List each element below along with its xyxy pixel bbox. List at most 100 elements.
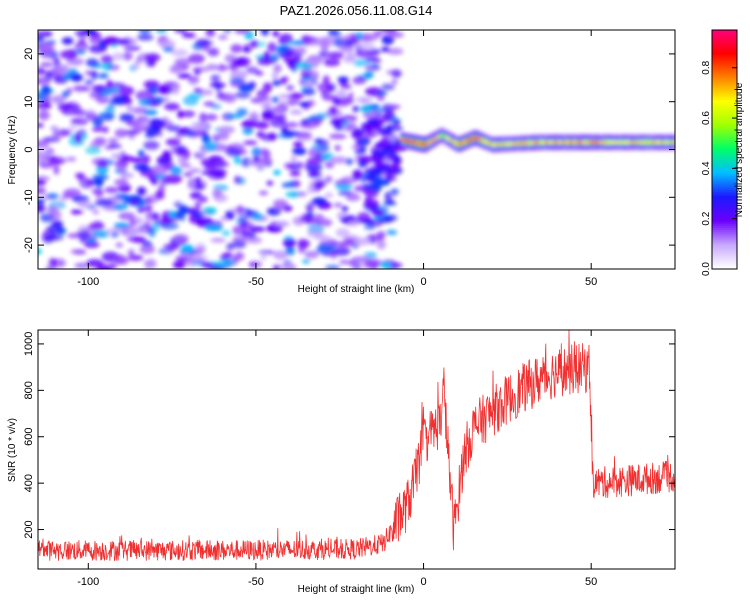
noise-blob [48,258,57,266]
noise-blob [108,143,122,149]
ridge-segment [563,140,567,145]
noise-blob [376,90,388,96]
noise-blob [327,51,344,60]
noise-blob [138,30,152,35]
noise-blob [365,189,379,199]
noise-blob [324,160,335,169]
noise-blob [311,143,329,152]
noise-blob [381,34,395,45]
ridge-segment [528,141,533,145]
ridge-segment [523,141,527,145]
noise-blob [290,154,297,164]
noise-blob [253,155,260,163]
colorbar-step [712,79,737,83]
noise-blob [289,171,301,177]
noise-blob [70,249,87,255]
noise-blob [163,174,181,180]
ridge-segment [440,133,444,137]
y-tick-label: 600 [23,428,35,446]
noise-blob [91,187,104,195]
noise-blob [308,167,319,178]
colorbar-step [712,215,737,218]
colorbar-step [712,133,737,137]
ridge-segment [590,140,594,145]
noise-blob [38,180,46,186]
noise-blob [42,137,61,142]
spectrogram-y-ticks: -20 -10 0 10 20 [23,48,675,253]
ridge-segment [574,140,578,145]
colorbar-step [712,241,737,244]
noise-blob [128,218,137,228]
noise-blob [108,82,126,88]
noise-blob [334,125,344,131]
noise-blob [263,51,270,61]
noise-blob [136,186,147,196]
ridge-segment [515,141,519,146]
noise-blob [384,173,394,179]
noise-blob [364,71,374,79]
colorbar-step [712,191,737,194]
noise-blob [63,188,82,198]
noise-blob [363,224,376,231]
noise-blob [93,137,107,146]
noise-blob [333,202,343,208]
ridge-segment [665,140,669,145]
ridge-segment [480,138,484,143]
noise-blob [278,94,291,99]
noise-blob [381,46,390,53]
noise-blob [139,163,150,173]
ridge-segment [432,138,436,142]
noise-blob [334,144,342,152]
noise-blob [145,125,162,135]
noise-blob [114,128,128,138]
colorbar-step [712,45,737,49]
colorbar-step [712,155,737,159]
noise-blob [279,46,297,52]
noise-blob [217,34,228,41]
ridge-segment [585,140,589,145]
ridge-segment [507,142,511,146]
ridge-segment [544,140,549,145]
noise-blob [201,133,210,143]
noise-blob [311,197,328,206]
y-tick-label: 800 [23,381,35,399]
noise-blob [212,133,220,143]
colorbar-tick-label: 0.2 [701,211,712,225]
noise-blob [271,71,279,81]
noise-blob [381,145,396,152]
noise-blob [283,263,297,269]
noise-blob [265,95,272,104]
noise-blob [155,190,165,200]
colorbar-step [712,259,737,262]
ridge-segment [633,140,637,145]
noise-blob [102,126,109,133]
noise-blob [282,122,299,128]
colorbar-step [712,69,737,73]
colorbar-step [712,165,737,169]
ridge-segment [483,139,487,144]
noise-blob [204,224,223,232]
noise-blob [78,230,90,241]
noise-blob [272,96,279,103]
noise-blob [118,167,126,173]
ridge-segment [451,139,455,143]
noise-blob [74,41,88,52]
noise-blob [191,261,204,266]
snr-panel: -100 -50 0 50 200 400 600 800 1000 Height of st… [7,329,676,595]
colorbar-step [712,163,737,167]
colorbar-step [712,147,737,151]
noise-blob [381,126,394,133]
noise-blob [136,34,154,41]
colorbar-step [712,47,737,51]
noise-blob [132,106,148,114]
noise-blob [70,73,83,82]
noise-blob [285,191,300,198]
colorbar-step [712,207,737,210]
ridge-segment [488,142,492,146]
noise-blob [105,87,121,94]
colorbar-step [712,119,737,123]
ridge-segment [566,140,570,145]
noise-blob [38,41,54,50]
noise-blob [364,175,378,181]
colorbar-step [712,149,737,153]
